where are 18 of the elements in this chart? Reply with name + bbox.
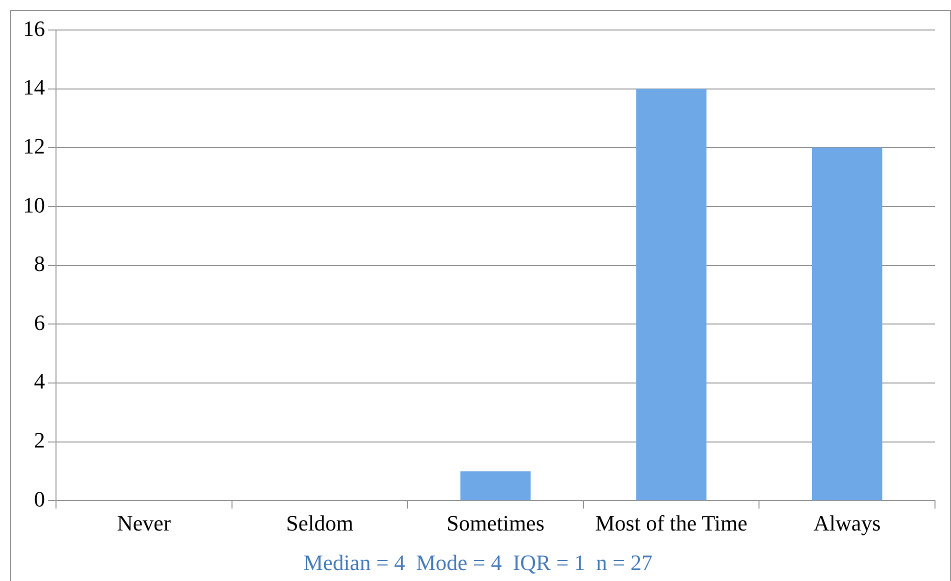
y-tick-label: 6 (34, 310, 45, 335)
y-tick-label: 12 (23, 133, 45, 158)
text: Median = 4 Mode = 4 IQR = 1 n = 27 (303, 550, 653, 575)
y-tick-label: 2 (34, 428, 45, 453)
bar (636, 88, 706, 500)
bar (812, 148, 882, 500)
x-tick-label: Never (117, 510, 172, 536)
y-tick-label: 4 (34, 368, 45, 394)
y-tick-label: 10 (23, 192, 45, 218)
x-tick-label: Always (813, 510, 881, 536)
bar (460, 471, 531, 500)
y-tick-label: 14 (23, 74, 45, 100)
y-tick-label: 8 (34, 251, 45, 276)
x-tick-label: Most of the Time (595, 510, 748, 536)
y-tick-label: 16 (23, 16, 45, 41)
x-tick-label: Sometimes (446, 510, 544, 536)
x-tick-label: Seldom (286, 510, 354, 536)
y-tick-label: 0 (34, 486, 45, 512)
